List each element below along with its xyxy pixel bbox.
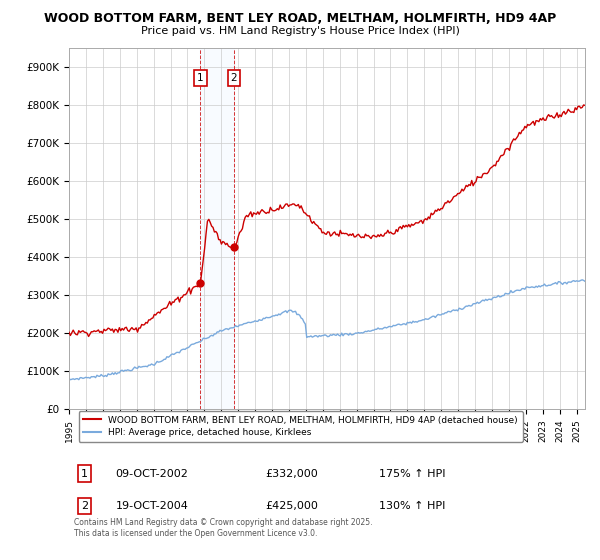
Text: £332,000: £332,000	[265, 469, 318, 479]
Text: 175% ↑ HPI: 175% ↑ HPI	[379, 469, 445, 479]
Text: 09-OCT-2002: 09-OCT-2002	[115, 469, 188, 479]
Legend: WOOD BOTTOM FARM, BENT LEY ROAD, MELTHAM, HOLMFIRTH, HD9 4AP (detached house), H: WOOD BOTTOM FARM, BENT LEY ROAD, MELTHAM…	[79, 411, 523, 442]
Bar	[200, 48, 234, 409]
Text: 1: 1	[197, 73, 204, 83]
Text: Price paid vs. HM Land Registry's House Price Index (HPI): Price paid vs. HM Land Registry's House …	[140, 26, 460, 36]
Text: 130% ↑ HPI: 130% ↑ HPI	[379, 501, 445, 511]
Text: Contains HM Land Registry data © Crown copyright and database right 2025.
This d: Contains HM Land Registry data © Crown c…	[74, 519, 373, 538]
Text: WOOD BOTTOM FARM, BENT LEY ROAD, MELTHAM, HOLMFIRTH, HD9 4AP: WOOD BOTTOM FARM, BENT LEY ROAD, MELTHAM…	[44, 12, 556, 25]
Text: 1: 1	[81, 469, 88, 479]
Text: £425,000: £425,000	[265, 501, 318, 511]
Text: 19-OCT-2004: 19-OCT-2004	[115, 501, 188, 511]
Text: 2: 2	[230, 73, 238, 83]
Text: 2: 2	[81, 501, 88, 511]
